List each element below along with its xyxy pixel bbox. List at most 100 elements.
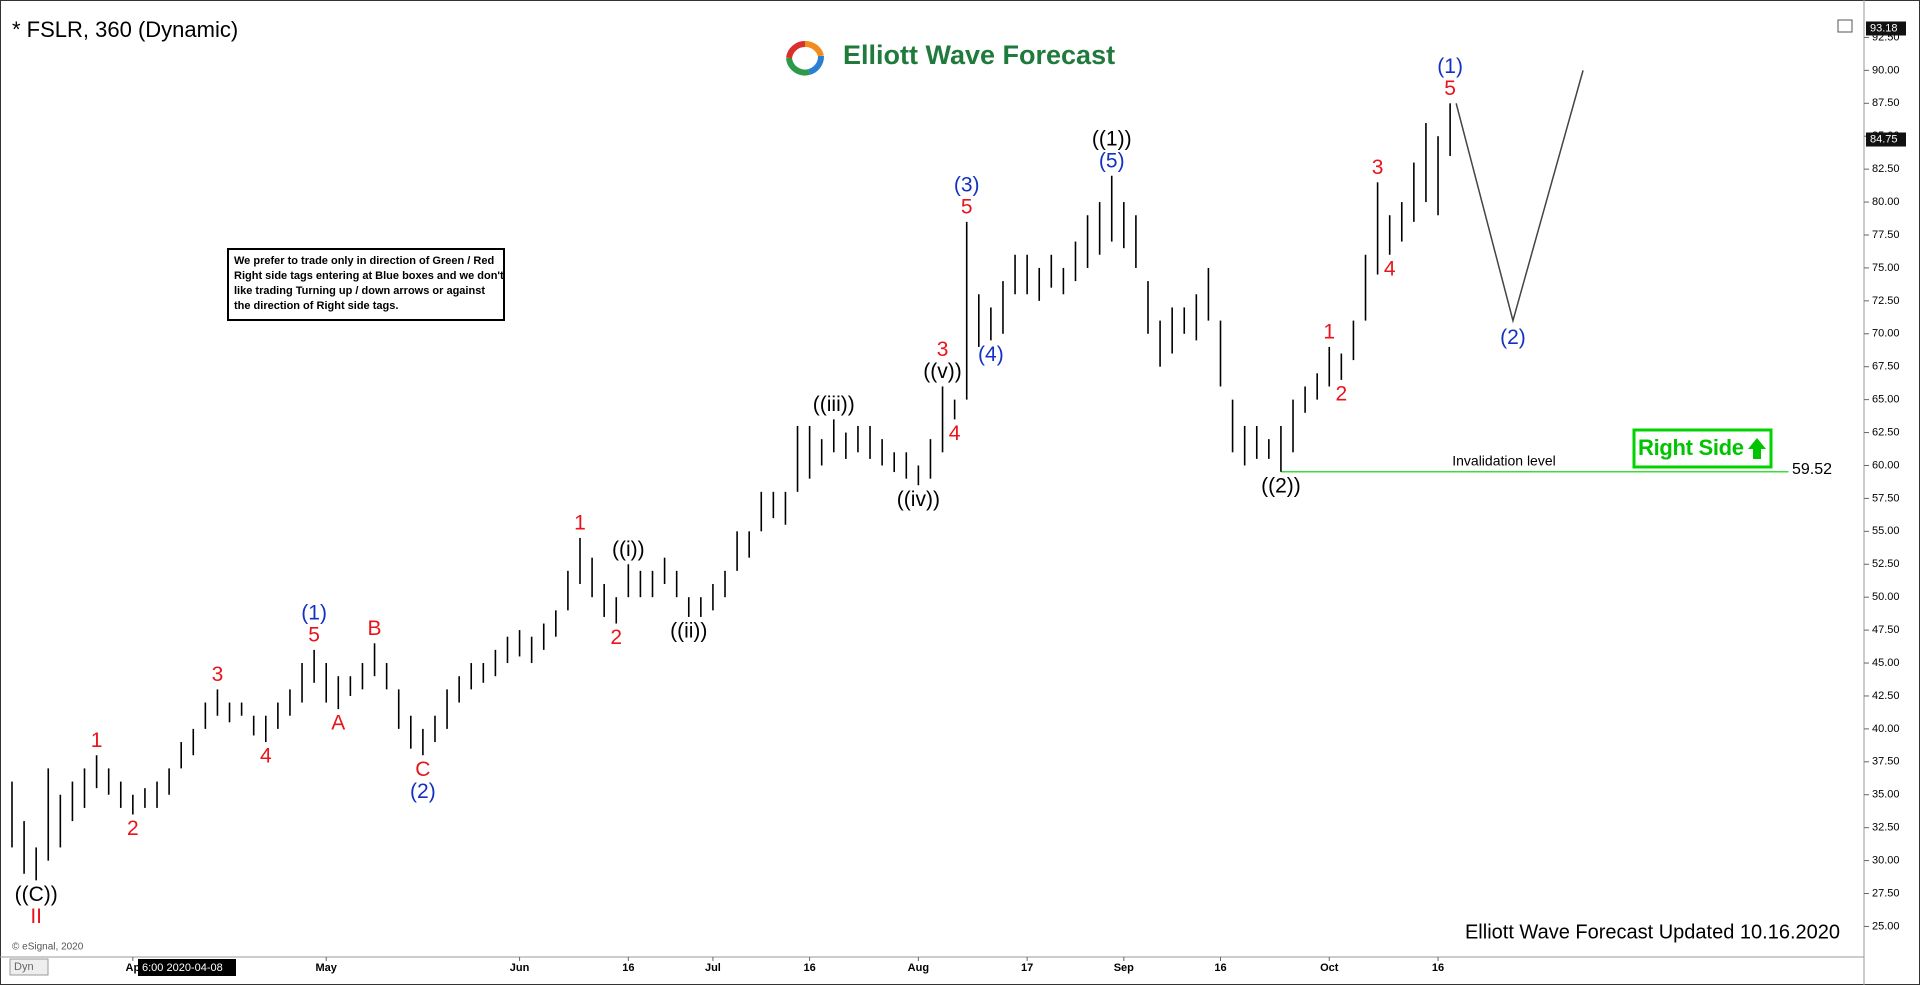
right-side-text: Right Side <box>1638 435 1744 460</box>
right-side-tag <box>1632 428 1773 469</box>
wave-label: B <box>368 617 382 640</box>
x-tick-label: Sep <box>1114 962 1134 974</box>
wave-label: (2) <box>410 780 436 803</box>
price-marker <box>1866 132 1906 147</box>
note-line: like trading Turning up / down arrows or… <box>234 285 485 297</box>
y-tick-label: 62.50 <box>1872 426 1900 438</box>
y-tick-label: 87.50 <box>1872 97 1900 109</box>
up-arrow <box>1748 438 1766 459</box>
wave-label: 2 <box>1336 382 1348 405</box>
wave-label: II <box>30 905 42 928</box>
wave-label: ((1)) <box>1092 127 1132 150</box>
x-tick-label: May <box>316 962 338 974</box>
price-marker-label: 84.75 <box>1870 133 1898 145</box>
wave-label: ((C)) <box>15 883 58 906</box>
y-tick-label: 75.00 <box>1872 262 1900 274</box>
wave-label: (2) <box>1500 326 1526 349</box>
y-tick-label: 65.00 <box>1872 394 1900 406</box>
wave-label: (5) <box>1099 149 1125 172</box>
x-tick-label: Jun <box>510 962 530 974</box>
wave-label: ((iv)) <box>897 488 940 511</box>
wave-label: (1) <box>1437 55 1463 78</box>
crosshair-label: 6:00 2020-04-08 <box>142 962 223 974</box>
x-tick-label: Jul <box>705 962 721 974</box>
y-tick-label: 32.50 <box>1872 822 1900 834</box>
wave-label: (3) <box>954 173 980 196</box>
invalidation-label: Invalidation level <box>1452 453 1556 469</box>
y-tick-label: 52.50 <box>1872 558 1900 570</box>
x-tick-label: 16 <box>803 962 815 974</box>
chart-title: * FSLR, 360 (Dynamic) <box>12 17 238 42</box>
y-tick-label: 40.00 <box>1872 723 1900 735</box>
y-tick-label: 27.50 <box>1872 887 1900 899</box>
wave-label: 2 <box>127 817 139 840</box>
wave-label: A <box>331 712 345 735</box>
wave-label: 1 <box>574 511 586 534</box>
y-tick-label: 77.50 <box>1872 229 1900 241</box>
mode-label: Dyn <box>14 961 34 973</box>
wave-label: 3 <box>212 663 224 686</box>
wave-label: 3 <box>1372 156 1384 179</box>
wave-label: 1 <box>1323 320 1335 343</box>
y-tick-label: 70.00 <box>1872 328 1900 340</box>
y-tick-label: 82.50 <box>1872 163 1900 175</box>
wave-label: 4 <box>1384 257 1396 280</box>
y-tick-label: 25.00 <box>1872 920 1900 932</box>
crosshair-box <box>138 959 236 976</box>
copyright: © eSignal, 2020 <box>12 942 84 953</box>
footer: Elliott Wave Forecast Updated 10.16.2020 <box>1465 921 1840 943</box>
x-tick-label: 17 <box>1021 962 1033 974</box>
y-tick-label: 42.50 <box>1872 690 1900 702</box>
wave-label: C <box>415 758 430 781</box>
note-line: Right side tags entering at Blue boxes a… <box>234 270 504 282</box>
wave-label: 4 <box>949 422 961 445</box>
price-marker-label: 93.18 <box>1870 22 1898 34</box>
x-tick-label: Oct <box>1320 962 1339 974</box>
y-tick-label: 50.00 <box>1872 591 1900 603</box>
y-tick-label: 80.00 <box>1872 196 1900 208</box>
window-icon <box>1837 19 1853 33</box>
y-tick-label: 72.50 <box>1872 295 1900 307</box>
y-tick-label: 47.50 <box>1872 624 1900 636</box>
x-tick-label: 16 <box>622 962 634 974</box>
logo-icon <box>786 40 824 76</box>
wave-label: ((i)) <box>612 538 645 561</box>
logo-text: Elliott Wave Forecast <box>843 40 1115 70</box>
wave-label: 3 <box>937 338 949 361</box>
y-tick-label: 55.00 <box>1872 525 1900 537</box>
x-tick-label: Ap <box>126 962 141 974</box>
x-tick-label: Aug <box>908 962 929 974</box>
note-line: We prefer to trade only in direction of … <box>234 255 494 267</box>
wave-label: (4) <box>978 343 1004 366</box>
y-tick-label: 35.00 <box>1872 789 1900 801</box>
wave-label: 5 <box>1444 77 1456 100</box>
wave-label: ((2)) <box>1261 474 1301 497</box>
wave-label: 5 <box>961 195 973 218</box>
invalidation-value: 59.52 <box>1792 461 1832 478</box>
wave-label: 5 <box>308 623 320 646</box>
wave-label: 4 <box>260 745 272 768</box>
y-tick-label: 37.50 <box>1872 756 1900 768</box>
wave-label: 2 <box>610 626 622 649</box>
wave-label: ((v)) <box>923 360 961 383</box>
note-line: the direction of Right side tags. <box>234 300 398 312</box>
mode-box <box>9 958 49 976</box>
y-tick-label: 67.50 <box>1872 361 1900 373</box>
wave-label: ((iii)) <box>813 393 855 416</box>
wave-label: 1 <box>91 729 103 752</box>
y-tick-label: 45.00 <box>1872 657 1900 669</box>
note-box <box>227 248 505 321</box>
x-tick-label: 16 <box>1432 962 1444 974</box>
x-tick-label: 16 <box>1214 962 1226 974</box>
y-tick-label: 30.00 <box>1872 854 1900 866</box>
y-tick-label: 90.00 <box>1872 64 1900 76</box>
wave-label: ((ii)) <box>670 619 707 642</box>
y-tick-label: 60.00 <box>1872 459 1900 471</box>
wave-label: (1) <box>301 601 327 624</box>
projection-line <box>1455 70 1584 324</box>
price-marker <box>1866 21 1906 36</box>
y-tick-label: 57.50 <box>1872 492 1900 504</box>
